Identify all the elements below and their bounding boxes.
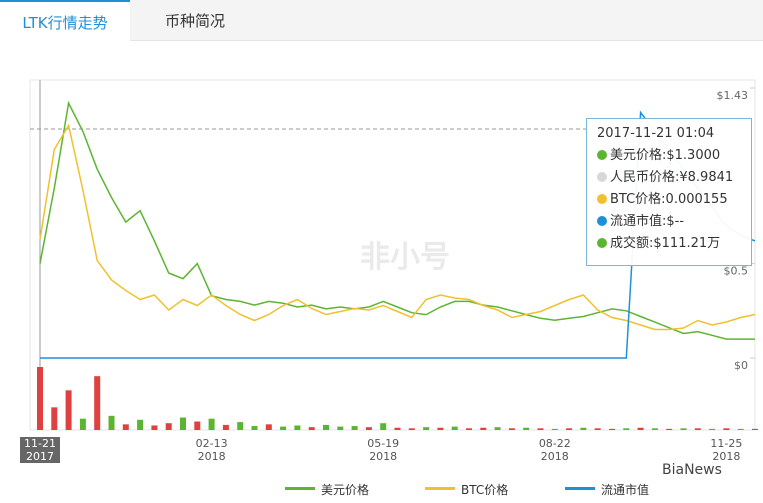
legend-label: BTC价格 <box>461 483 509 497</box>
legend-label: 美元价格 <box>321 483 370 497</box>
volume-bar <box>423 427 430 430</box>
volume-bar <box>466 428 472 430</box>
legend-item: 流通市值 <box>565 482 649 498</box>
volume-bar <box>594 428 601 430</box>
tooltip-title: 2017-11-21 01:04 <box>597 126 715 141</box>
tab[interactable]: LTK行情走势 <box>0 0 130 41</box>
volume-bar <box>637 427 644 430</box>
volume-bar <box>723 428 730 430</box>
legend-item: 美元价格 <box>285 482 369 498</box>
x-tick-label: 11-25 2018 <box>710 437 743 463</box>
volume-bar <box>437 427 444 430</box>
legend-swatch <box>285 487 315 490</box>
legend-label: 流通市值 <box>601 483 650 497</box>
volume-bar <box>323 424 329 430</box>
tooltip-row: BTC价格:0.000155 <box>597 189 751 211</box>
volume-bar <box>237 422 244 430</box>
volume-bar <box>79 418 86 430</box>
legend-swatch <box>425 487 455 490</box>
tooltip-text: BTC价格:0.000155 <box>610 192 728 207</box>
volume-bar <box>94 376 101 430</box>
volume-bar <box>165 423 172 430</box>
volume-bar <box>251 426 258 430</box>
volume-bar <box>280 426 287 430</box>
tooltip-row: 人民币价格:¥8.9841 <box>597 167 751 189</box>
volume-bar <box>151 425 158 430</box>
y-tick-label: $1.43 <box>717 89 749 102</box>
tooltip-dot <box>597 216 607 226</box>
volume-bar <box>222 424 229 430</box>
tooltip-dot <box>597 238 607 248</box>
tooltip-dot <box>597 172 607 182</box>
volume-bar <box>694 428 701 430</box>
series-line <box>39 100 755 340</box>
volume-bar <box>551 428 558 430</box>
x-tick-label: 11-21 2017 <box>20 437 60 463</box>
volume-bar <box>737 428 744 430</box>
tooltip-row: 流通市值:$-- <box>597 211 751 233</box>
volume-bar <box>566 428 573 430</box>
volume-bar <box>666 428 673 430</box>
plot-frame <box>29 79 756 431</box>
volume-bar <box>208 418 215 430</box>
volume-bar <box>122 424 129 430</box>
tooltip-text: 人民币价格:¥8.9841 <box>610 170 734 185</box>
x-tick-label: 05-19 2018 <box>367 437 400 463</box>
tab[interactable]: 币种简况 <box>164 12 225 30</box>
volume-bar <box>394 427 401 430</box>
volume-bar <box>537 428 544 430</box>
volume-bar <box>480 427 487 430</box>
volume-bar <box>51 407 58 430</box>
volume-bar <box>580 427 587 430</box>
tooltip-row: 美元价格:$1.3000 <box>597 145 751 167</box>
tooltip-text: 流通市值:$-- <box>610 214 685 229</box>
tooltip-row: 成交额:$111.21万 <box>597 233 751 255</box>
volume-bar <box>294 425 301 430</box>
volume-bar <box>508 428 515 430</box>
volume-bar <box>680 428 687 430</box>
volume-bar <box>651 428 658 430</box>
tooltip-dot <box>597 150 607 160</box>
legend-swatch <box>565 487 595 490</box>
volume-bar <box>365 427 372 430</box>
volume-bar <box>709 428 716 430</box>
y-tick-label: $0 <box>734 359 748 372</box>
y-tick-label: $0.5 <box>724 265 749 278</box>
legend-item: BTC价格 <box>425 482 508 498</box>
volume-bar <box>752 428 758 430</box>
tooltip-text: 美元价格:$1.3000 <box>610 148 721 163</box>
series-line <box>39 123 756 331</box>
brand: BiaNews <box>662 462 722 478</box>
volume-bar <box>180 417 186 430</box>
watermark: 非小号 <box>360 240 450 275</box>
volume-bar <box>194 421 201 430</box>
x-tick-label: 08-22 2018 <box>538 437 571 463</box>
volume-bar <box>351 426 358 430</box>
x-tick-label: 02-13 2018 <box>195 437 228 463</box>
volume-bar <box>494 427 501 430</box>
tooltip-dot <box>597 194 607 204</box>
volume-bar <box>408 428 415 430</box>
tab-bar: LTK行情走势 币种简况 <box>0 0 763 41</box>
volume-bar <box>37 366 43 430</box>
volume-bar <box>65 390 72 430</box>
volume-bar <box>265 424 272 430</box>
volume-bar <box>108 415 115 430</box>
volume-bar <box>523 427 530 430</box>
tooltip: 2017-11-21 01:04 美元价格:$1.3000 人民币价格:¥8.984… <box>586 118 752 266</box>
volume-bar <box>623 428 630 430</box>
volume-bar <box>137 419 144 430</box>
tooltip-text: 成交额:$111.21万 <box>610 236 721 251</box>
volume-bar <box>609 428 615 430</box>
volume-bar <box>308 427 315 430</box>
volume-bar <box>337 426 344 430</box>
volume-bar <box>380 423 387 430</box>
volume-bar <box>451 426 458 430</box>
